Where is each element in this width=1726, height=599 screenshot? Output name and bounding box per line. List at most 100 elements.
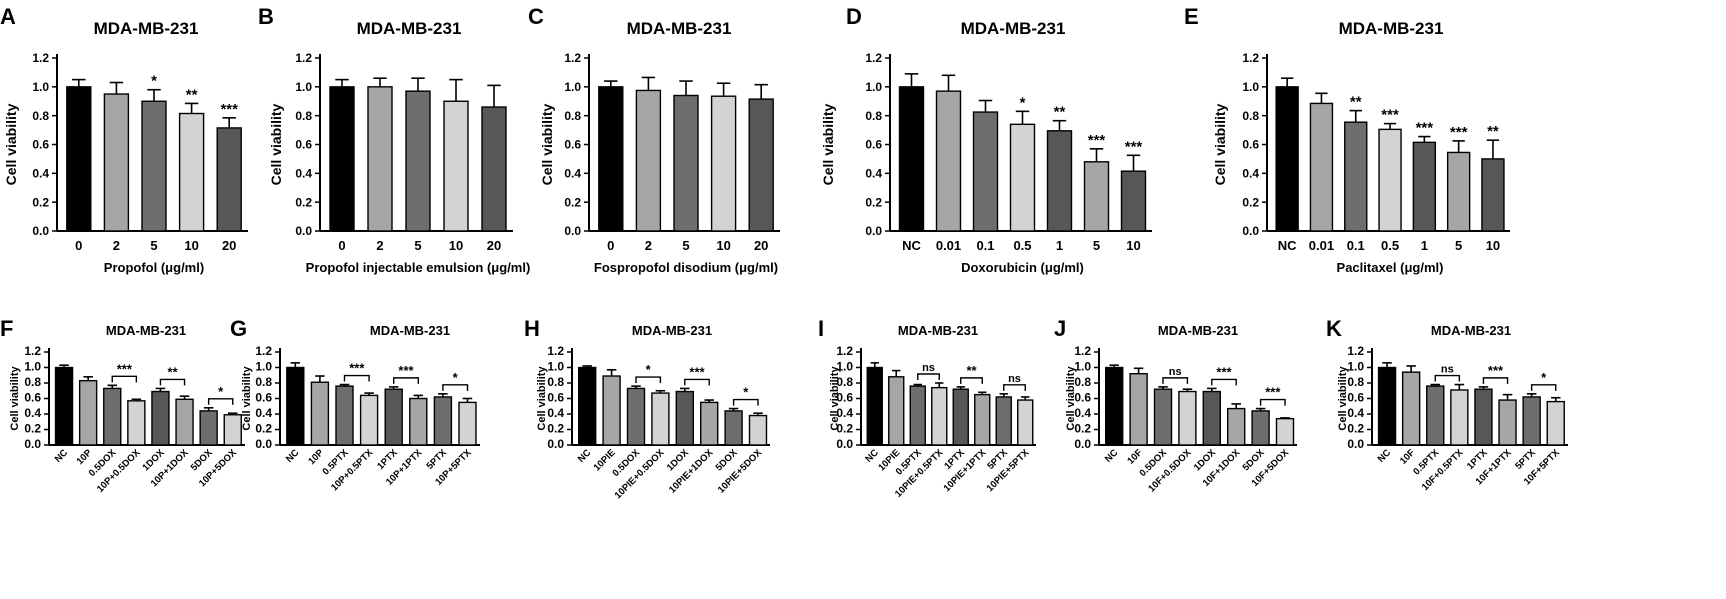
y-tick-label: 1.0 [836, 360, 853, 374]
bar-0.5DOX [626, 387, 646, 446]
bar-10P [310, 381, 330, 446]
y-axis-title: Cell viability [9, 366, 21, 431]
y-tick-label: 1.2 [32, 51, 49, 65]
y-tick-label: 1.2 [295, 51, 312, 65]
bracket-label: ns [1008, 373, 1021, 385]
y-tick-label: 0.4 [865, 167, 882, 181]
y-tick-label: 1.2 [564, 51, 581, 65]
y-tick-label: 0.2 [836, 422, 853, 436]
bracket-label: *** [1265, 385, 1281, 400]
x-category-label: 5 [414, 238, 421, 253]
y-axis-title: Cell viability [1337, 366, 1349, 431]
bar-1PTX [384, 388, 403, 446]
x-category-label: 0.01 [1309, 238, 1334, 253]
panel-label: B [258, 4, 274, 29]
y-axis-title: Cell viability [536, 366, 548, 431]
y-tick-label: 0.6 [24, 391, 41, 405]
y-tick-label: 0.2 [1347, 422, 1364, 436]
comparison-bracket [343, 374, 370, 382]
significance-marker: * [1020, 94, 1026, 111]
y-axis-title: Cell viability [829, 366, 841, 431]
comparison-bracket [1482, 377, 1509, 384]
comparison-bracket [111, 375, 138, 383]
bracket-label: *** [398, 363, 414, 378]
bar-0.1 [1344, 121, 1368, 232]
x-category-label: NC [863, 447, 881, 465]
y-tick-label: 0.4 [295, 167, 312, 181]
y-tick-label: 0.6 [32, 138, 49, 152]
chart-title: MDA-MB-231 [106, 323, 186, 338]
y-tick-label: 0.0 [547, 437, 564, 451]
x-category-label: 10P [75, 447, 95, 467]
bar-10PIE+1PTX [974, 393, 991, 446]
bracket-label: ** [167, 364, 178, 379]
y-axis-title: Cell viability [1212, 103, 1228, 185]
chart-title: MDA-MB-231 [1158, 323, 1238, 338]
significance-marker: ** [1487, 123, 1499, 140]
x-category-label: 10P [306, 447, 326, 467]
panel-i: I MDA-MB-231 0.00.2 0.40.6 0.81.0 1.2 Cell via… [818, 316, 1036, 500]
y-tick-label: 0.2 [1242, 195, 1259, 209]
y-tick-label: 1.0 [564, 80, 581, 94]
y-tick-label: 0.0 [24, 437, 41, 451]
y-tick-label: 0.6 [865, 138, 882, 152]
x-category-label: NC [1103, 447, 1121, 465]
x-axis-title: Doxorubicin (μg/ml) [961, 260, 1084, 275]
y-tick-label: 1.0 [32, 80, 49, 94]
bar-10F+1PTX [1498, 399, 1517, 446]
bracket-label: *** [1488, 363, 1504, 378]
bar-0.5DOX [1153, 388, 1173, 446]
bar-2 [635, 89, 662, 232]
y-tick-label: 0.4 [547, 406, 564, 420]
y-tick-label: 0.2 [547, 422, 564, 436]
y-tick-label: 1.2 [865, 51, 882, 65]
significance-marker: ** [1350, 94, 1362, 111]
bar-0.5 [1378, 128, 1402, 232]
y-tick-label: 0.2 [295, 195, 312, 209]
x-category-label: 10 [716, 238, 730, 253]
x-category-label: NC [284, 447, 302, 465]
x-category-label: 5 [150, 238, 157, 253]
chart-title: MDA-MB-231 [1431, 323, 1511, 338]
bar-10P+1DOX [175, 398, 194, 446]
panel-label: G [230, 316, 247, 341]
bar-10 [1120, 170, 1147, 232]
bar-20 [481, 106, 507, 232]
bar-0 [66, 86, 92, 232]
panel-label: H [524, 316, 540, 341]
y-axis-title: Cell viability [241, 366, 253, 431]
bracket-label: *** [117, 361, 133, 376]
bracket-label: *** [689, 364, 705, 379]
bar-NC [286, 366, 305, 446]
y-tick-label: 0.6 [295, 138, 312, 152]
significance-marker: *** [1125, 138, 1143, 155]
bar-NC [578, 366, 597, 446]
significance-marker: ** [1054, 104, 1066, 121]
bar-10F [1401, 371, 1421, 446]
y-tick-label: 1.2 [255, 344, 272, 358]
bar-10F+0.5DOX [1178, 390, 1197, 446]
y-tick-label: 0.2 [1074, 422, 1091, 436]
x-category-label: 0.1 [976, 238, 994, 253]
x-category-label: NC [902, 238, 921, 253]
y-tick-label: 0.8 [255, 375, 272, 389]
bar-10PIE+1DOX [700, 401, 719, 446]
y-tick-label: 1.0 [865, 80, 882, 94]
comparison-bracket [393, 377, 419, 384]
bar-10PIE [602, 375, 621, 446]
y-tick-label: 0.8 [1242, 109, 1259, 123]
x-category-label: 20 [222, 238, 236, 253]
bar-20 [748, 98, 774, 232]
y-axis-title: Cell viability [539, 103, 555, 185]
bracket-label: * [646, 362, 652, 377]
panel-label: F [0, 316, 13, 341]
panel-label: J [1054, 316, 1066, 341]
y-tick-label: 0.0 [255, 437, 272, 451]
panel-k: K MDA-MB-231 0.00.2 0.40.6 0.81.0 1.2 Cell via… [1326, 316, 1568, 493]
chart-title: MDA-MB-231 [627, 19, 732, 38]
panel-a: A MDA-MB-231 0.0 0.2 0.4 0.6 0.8 1.0 1.2 Cell via… [0, 4, 248, 275]
x-category-label: NC [1278, 238, 1297, 253]
y-tick-label: 1.0 [255, 360, 272, 374]
